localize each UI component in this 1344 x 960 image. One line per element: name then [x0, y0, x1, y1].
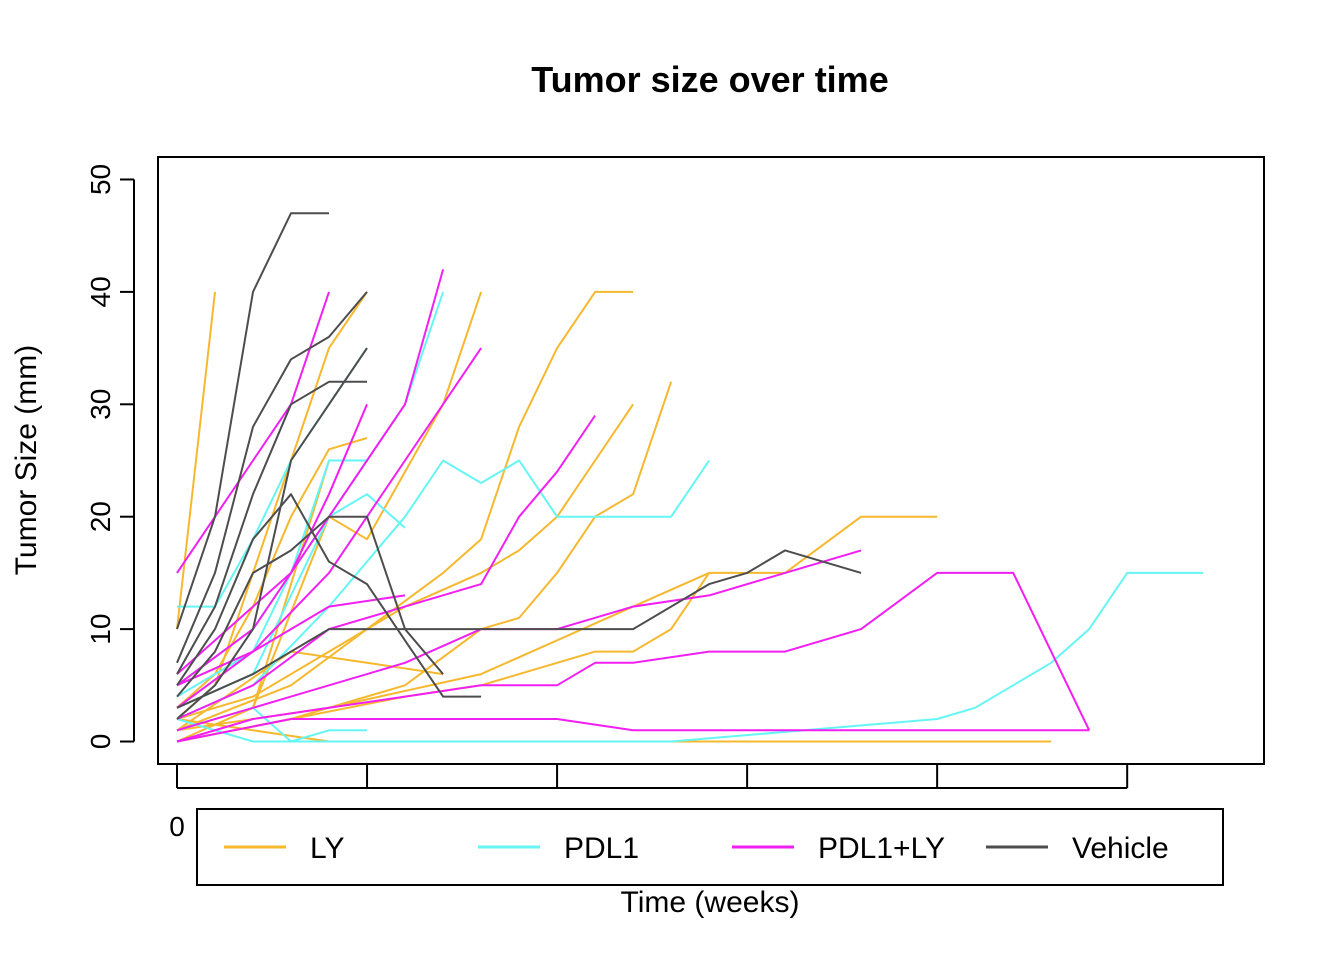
- series-line-pdl1-17: [176, 571, 1204, 743]
- series-line-ly-11: [176, 650, 444, 732]
- legend-box: [196, 808, 1224, 886]
- series-line-ly-5: [176, 290, 634, 732]
- series-line-ly-9: [176, 572, 710, 743]
- x-tick-label: 0: [169, 811, 185, 842]
- series-line-pdl1-ly-19: [176, 291, 330, 574]
- y-tick-label: 0: [85, 734, 116, 750]
- series-line-vehicle-30: [176, 380, 367, 675]
- series-line-vehicle-32: [176, 549, 862, 709]
- y-tick-label: 40: [85, 276, 116, 307]
- legend-label: PDL1+LY: [818, 832, 945, 865]
- legend-label: LY: [310, 832, 344, 865]
- plot-frame: [157, 156, 1265, 765]
- legend: LY PDL1 PDL1+LY Vehicle: [196, 808, 1224, 886]
- series-line-pdl1-ly-22: [176, 414, 596, 720]
- y-axis: 0 10 20 30 40 50: [85, 164, 135, 750]
- y-tick-label: 10: [85, 614, 116, 645]
- y-tick-label: 30: [85, 389, 116, 420]
- series-line-pdl1-ly-21: [176, 347, 482, 709]
- x-axis-label: Time (weeks): [621, 886, 800, 919]
- series-line-ly-0: [176, 291, 216, 630]
- series-lines: [176, 212, 1204, 743]
- series-line-vehicle-34: [176, 347, 368, 720]
- series-line-vehicle-33: [176, 515, 444, 698]
- series-line-pdl1-ly-26: [176, 594, 406, 687]
- series-line-pdl1-ly-24: [176, 571, 1091, 743]
- legend-label: PDL1: [564, 832, 639, 865]
- x-axis: 0: [169, 764, 1129, 842]
- y-axis-label: Tumor Size (mm): [10, 345, 43, 576]
- legend-label: Vehicle: [1072, 832, 1169, 865]
- series-line-pdl1-ly-25: [176, 718, 1090, 743]
- series-line-vehicle-29: [176, 291, 368, 664]
- y-tick-label: 50: [85, 164, 116, 195]
- series-line-vehicle-31: [176, 493, 482, 698]
- series-line-ly-6: [176, 403, 634, 720]
- series-line-ly-8: [176, 515, 938, 732]
- series-line-pdl1-ly-27: [176, 403, 368, 675]
- series-line-pdl1-15: [176, 459, 710, 720]
- series-line-ly-4: [176, 291, 483, 743]
- series-line-vehicle-28: [176, 212, 329, 630]
- y-tick-label: 20: [85, 501, 116, 532]
- chart-title: Tumor size over time: [531, 59, 888, 100]
